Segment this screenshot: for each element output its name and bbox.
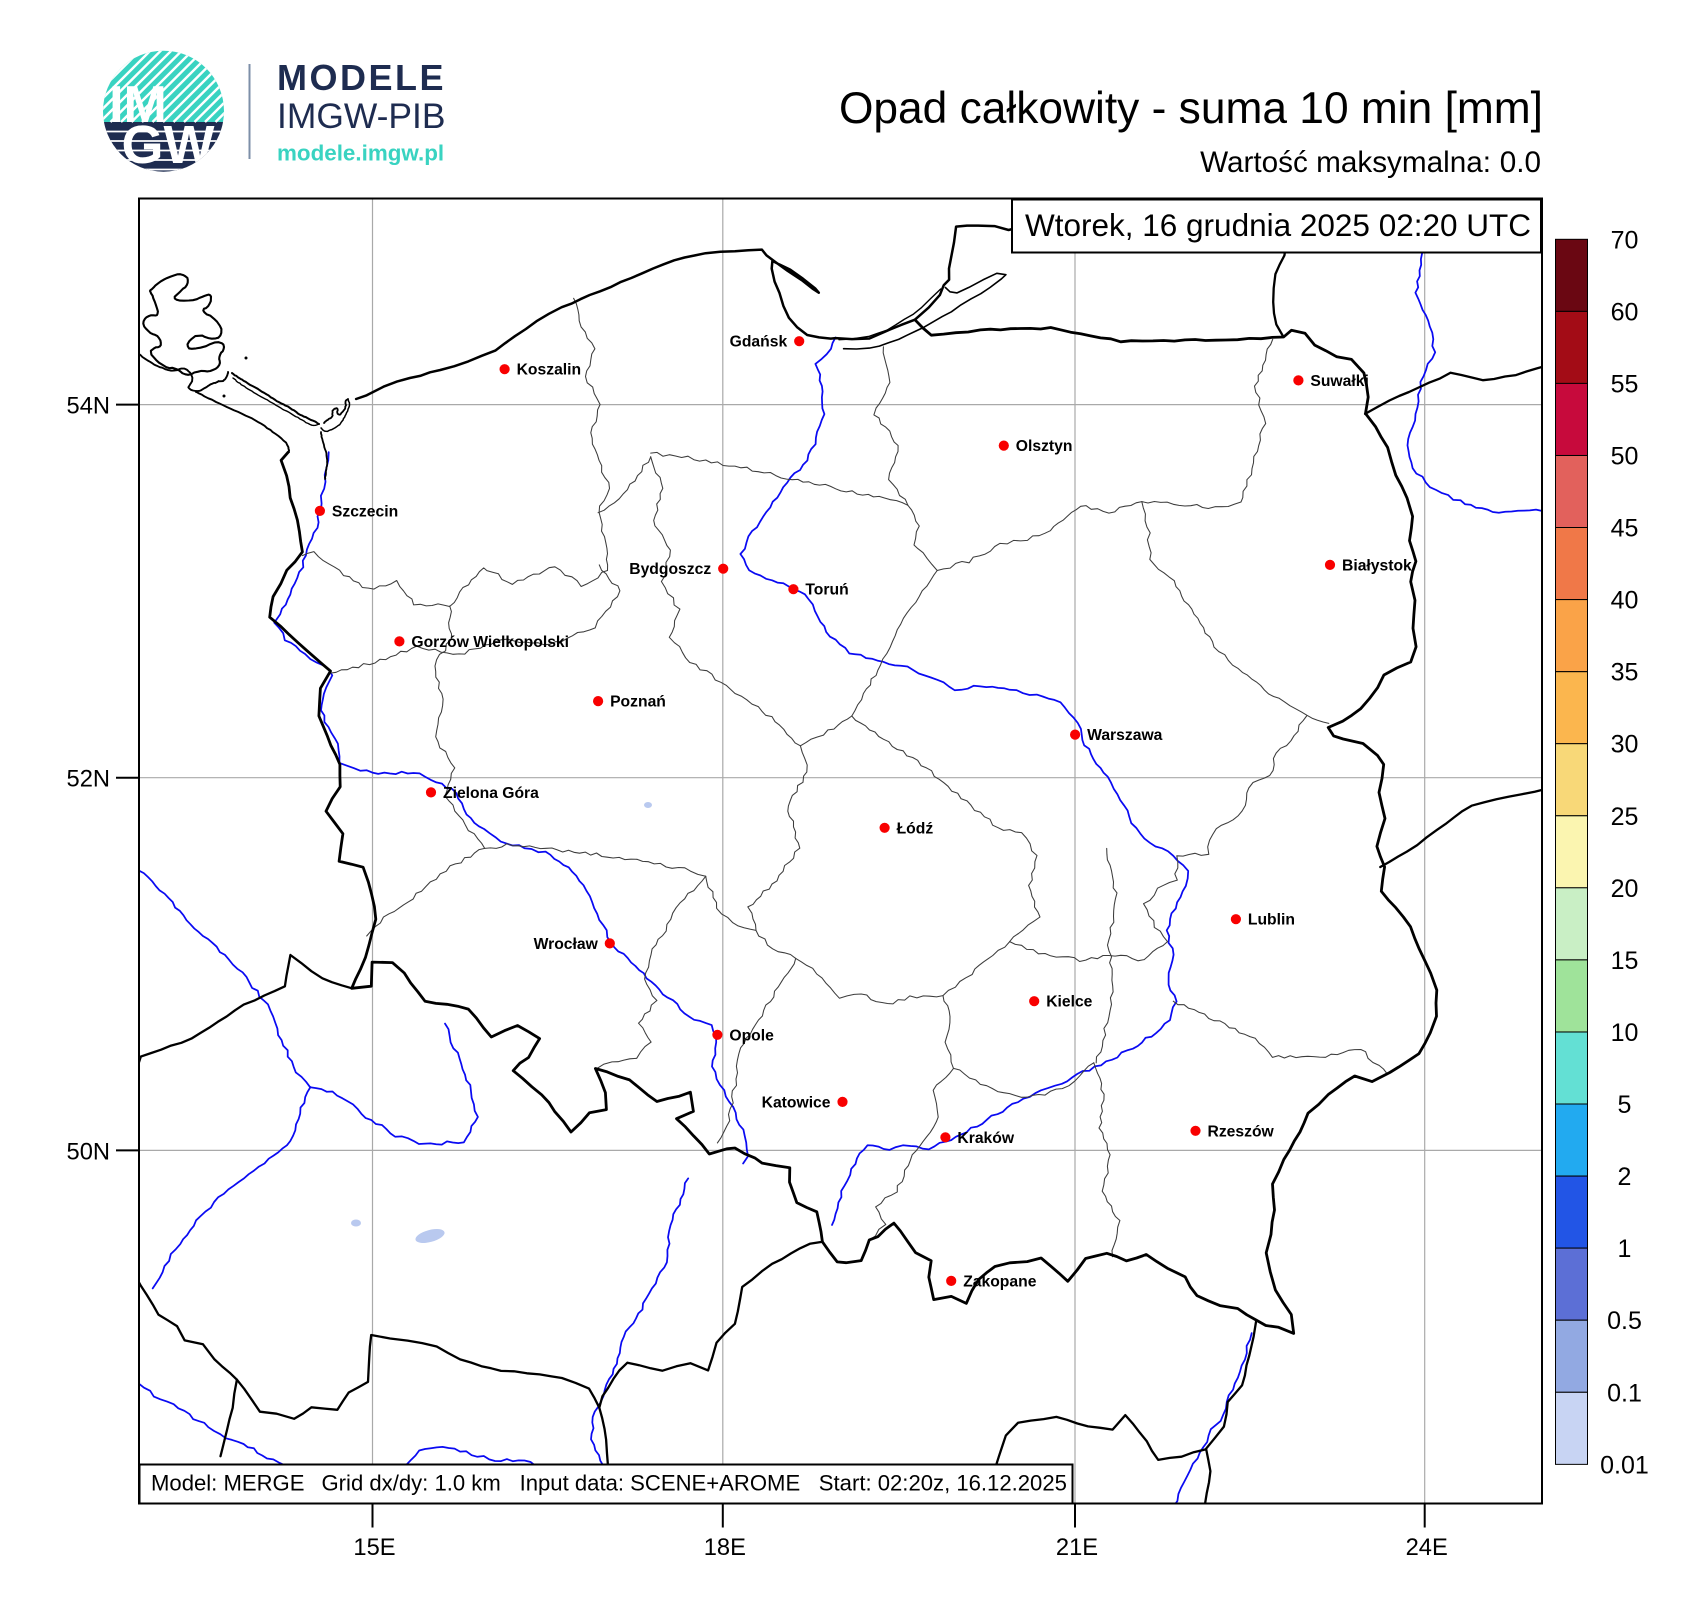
svg-text:Katowice: Katowice [762,1094,831,1111]
svg-text:54N: 54N [67,394,110,420]
svg-text:70: 70 [1611,226,1639,254]
svg-text:45: 45 [1611,515,1639,543]
svg-text:Kielce: Kielce [1046,994,1092,1011]
svg-text:35: 35 [1611,659,1639,687]
svg-text:5: 5 [1618,1091,1632,1119]
svg-text:Model: MERGE: Model: MERGE [151,1471,304,1496]
svg-text:Grid dx/dy: 1.0 km: Grid dx/dy: 1.0 km [322,1471,501,1496]
svg-text:1: 1 [1618,1235,1632,1263]
svg-text:50N: 50N [67,1139,110,1165]
svg-text:Opad całkowity - suma 10 min [: Opad całkowity - suma 10 min [mm] [839,84,1543,133]
svg-text:0.0: 0.0 [1500,146,1541,179]
svg-text:25: 25 [1611,803,1639,831]
svg-text:Input data: SCENE+AROME: Input data: SCENE+AROME [520,1471,801,1496]
svg-text:Warszawa: Warszawa [1087,727,1163,744]
svg-text:15E: 15E [353,1535,395,1561]
svg-text:Olsztyn: Olsztyn [1016,438,1073,455]
svg-text:60: 60 [1611,298,1639,326]
svg-text:20: 20 [1611,875,1639,903]
svg-text:21E: 21E [1056,1535,1098,1561]
svg-text:Bydgoszcz: Bydgoszcz [629,561,711,578]
svg-text:15: 15 [1611,947,1639,975]
svg-text:Rzeszów: Rzeszów [1208,1123,1275,1140]
svg-text:0.5: 0.5 [1607,1307,1642,1335]
svg-text:Koszalin: Koszalin [517,362,582,379]
svg-text:Białystok: Białystok [1342,557,1412,574]
svg-text:Gdańsk: Gdańsk [730,334,788,351]
svg-text:55: 55 [1611,370,1639,398]
svg-text:52N: 52N [67,767,110,793]
svg-text:Suwałki: Suwałki [1310,373,1368,390]
svg-text:40: 40 [1611,587,1639,615]
svg-text:modele.imgw.pl: modele.imgw.pl [277,141,444,166]
svg-text:Start: 02:20z, 16.12.2025: Start: 02:20z, 16.12.2025 [819,1471,1067,1496]
svg-text:0.01: 0.01 [1600,1451,1649,1479]
svg-text:Gorzów Wielkopolski: Gorzów Wielkopolski [411,634,569,651]
svg-text:Wartość maksymalna:: Wartość maksymalna: [1200,146,1491,179]
svg-text:50: 50 [1611,443,1639,471]
svg-text:Wtorek, 16 grudnia 2025 02:20: Wtorek, 16 grudnia 2025 02:20 UTC [1025,207,1531,243]
svg-text:Szczecin: Szczecin [332,503,398,520]
svg-text:Zielona Góra: Zielona Góra [443,785,539,802]
svg-text:24E: 24E [1406,1535,1448,1561]
svg-text:Opole: Opole [729,1027,774,1044]
svg-text:Kraków: Kraków [957,1130,1014,1147]
svg-text:Toruń: Toruń [805,582,848,599]
svg-text:Wrocław: Wrocław [534,936,599,953]
svg-text:18E: 18E [704,1535,746,1561]
svg-text:30: 30 [1611,731,1639,759]
svg-text:IMGW-PIB: IMGW-PIB [277,96,445,136]
svg-text:Poznań: Poznań [610,694,666,711]
svg-text:IM: IM [109,76,167,134]
svg-text:Łódź: Łódź [897,820,934,837]
svg-text:2: 2 [1618,1163,1632,1191]
svg-text:MODELE: MODELE [277,57,446,98]
svg-text:Lublin: Lublin [1248,912,1295,929]
svg-text:10: 10 [1611,1019,1639,1047]
svg-text:0.1: 0.1 [1607,1379,1642,1407]
svg-text:Zakopane: Zakopane [963,1273,1037,1290]
